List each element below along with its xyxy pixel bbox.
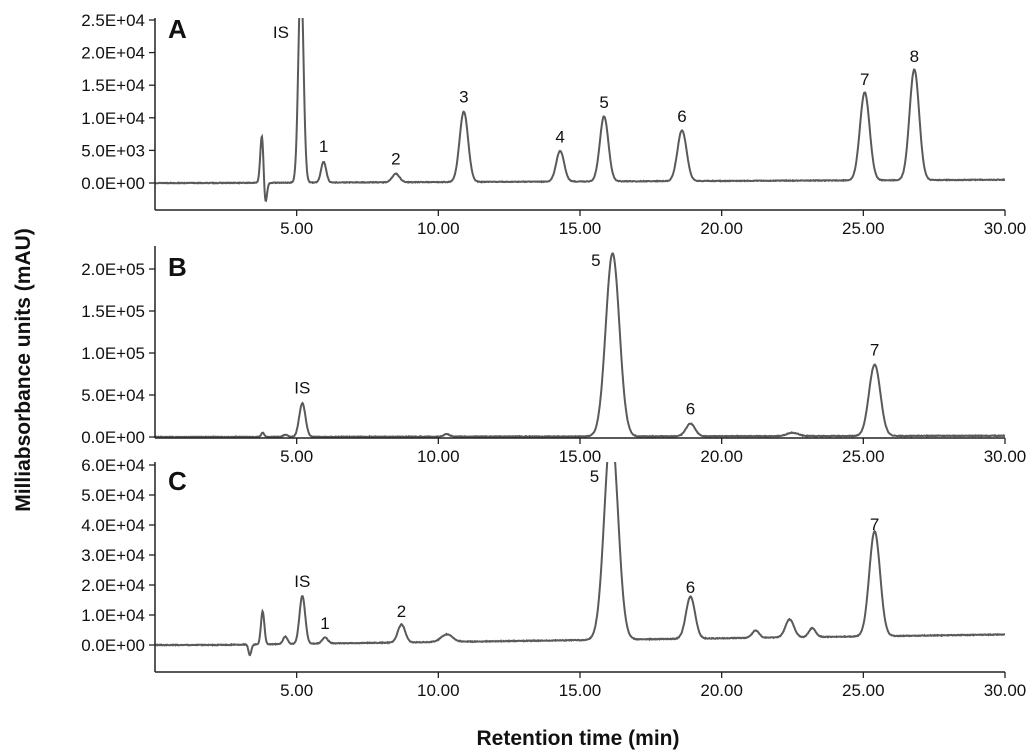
peak-label: 1 [320, 614, 329, 633]
peak-label: IS [273, 23, 289, 42]
peak-label: IS [294, 572, 310, 591]
chromatogram-trace-b [155, 252, 1005, 438]
y-tick-label: 1.5E+05 [81, 302, 145, 321]
chromatogram-trace-c [155, 462, 1005, 657]
chart-panel-b: 2.0E+05 1.5E+05 1.0E+05 5.0E+04 0.0E+00 5.00 1… [81, 246, 1026, 466]
peak-label: 4 [555, 127, 564, 146]
x-tick-label: 20.00 [700, 681, 743, 700]
x-tick-label: 10.00 [417, 681, 460, 700]
x-tick-label: 25.00 [842, 219, 885, 238]
y-tick-label: 1.5E+04 [81, 76, 145, 95]
y-tick-label: 1.0E+04 [81, 109, 145, 128]
x-tick-label: 30.00 [984, 681, 1027, 700]
y-tick-label: 1.0E+05 [81, 344, 145, 363]
y-tick-label: 0.0E+00 [81, 636, 145, 655]
panel-letter-b: B [168, 252, 187, 282]
y-tick-label: 0.0E+00 [81, 174, 145, 193]
panel-letter-a: A [168, 14, 187, 44]
y-tick-label: 5.0E+04 [81, 386, 145, 405]
x-axis-title: Retention time (min) [477, 727, 680, 750]
peak-label: 7 [860, 70, 869, 89]
x-tick-label: 15.00 [559, 681, 602, 700]
chart-panel-c: 6.0E+04 5.0E+04 4.0E+04 3.0E+04 2.0E+04 1.0E+… [81, 456, 1027, 700]
x-tick-label: 5.00 [280, 219, 313, 238]
panel-letter-c: C [168, 466, 187, 496]
peak-label: 5 [591, 251, 600, 270]
y-tick-label: 2.0E+05 [81, 260, 145, 279]
x-tick-label: 20.00 [700, 447, 743, 466]
y-tick-label: 1.0E+04 [81, 606, 145, 625]
x-tick-label: 25.00 [842, 447, 885, 466]
x-tick-label: 5.00 [280, 447, 313, 466]
peak-label: 7 [870, 341, 879, 360]
y-tick-label: 5.0E+04 [81, 486, 145, 505]
peak-label: 6 [686, 399, 695, 418]
y-tick-label: 5.0E+03 [81, 141, 145, 160]
x-tick-label: 10.00 [417, 447, 460, 466]
x-tick-label: 25.00 [842, 681, 885, 700]
peak-label: 2 [391, 150, 400, 169]
x-tick-label: 15.00 [559, 447, 602, 466]
x-tick-label: 30.00 [984, 447, 1027, 466]
y-tick-label: 2.0E+04 [81, 44, 145, 63]
x-tick-label: 30.00 [984, 219, 1027, 238]
peak-label: 1 [319, 137, 328, 156]
peak-label: IS [294, 378, 310, 397]
peak-label: 6 [677, 107, 686, 126]
peak-label: 2 [397, 602, 406, 621]
x-tick-label: 5.00 [280, 681, 313, 700]
y-tick-label: 6.0E+04 [81, 456, 145, 475]
peak-label: 8 [910, 47, 919, 66]
peak-label: 3 [459, 88, 468, 107]
x-tick-label: 15.00 [559, 219, 602, 238]
peak-label: 5 [599, 93, 608, 112]
x-tick-label: 20.00 [700, 219, 743, 238]
y-tick-label: 4.0E+04 [81, 516, 145, 535]
peak-label: 5 [590, 467, 599, 486]
y-tick-label: 2.0E+04 [81, 576, 145, 595]
chart-panel-a: 2.5E+04 2.0E+04 1.5E+04 1.0E+04 5.0E+03 0.0E+… [81, 11, 1027, 238]
y-axis-title: Milliabsorbance units (mAU) [12, 228, 35, 512]
y-tick-label: 3.0E+04 [81, 546, 145, 565]
x-tick-label: 10.00 [417, 219, 460, 238]
y-tick-label: 2.5E+04 [81, 11, 145, 30]
chromatogram-trace-a [155, 18, 1005, 203]
y-tick-label: 0.0E+00 [81, 428, 145, 447]
peak-label: 7 [870, 515, 879, 534]
peak-label: 6 [686, 578, 695, 597]
